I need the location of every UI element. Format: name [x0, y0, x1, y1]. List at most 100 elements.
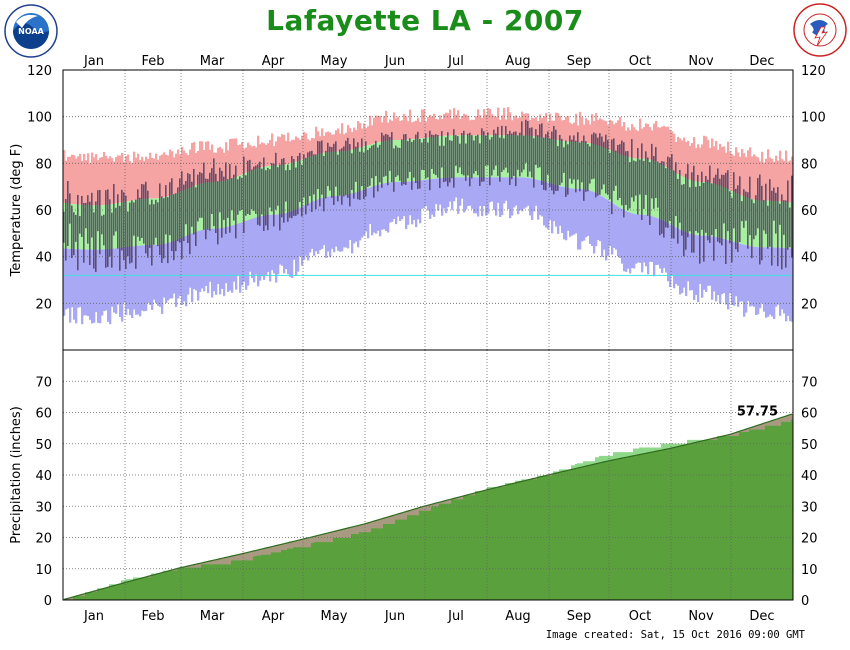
record-high-bar — [709, 148, 712, 183]
record-high-bar — [501, 115, 504, 136]
record-high-bar — [333, 134, 336, 152]
record-low-bar — [447, 177, 450, 208]
record-low-bar — [555, 185, 558, 227]
record-low-bar — [167, 242, 170, 301]
observed-temp-bar — [581, 140, 583, 183]
month-label-bottom: Jan — [83, 609, 104, 624]
record-high-bar — [679, 138, 682, 176]
observed-temp-bar — [65, 199, 67, 261]
record-high-bar — [683, 137, 686, 178]
observed-temp-bar — [139, 197, 141, 241]
observed-temp-bar — [737, 185, 739, 252]
record-high-bar — [97, 160, 100, 206]
observed-temp-bar — [197, 174, 199, 222]
record-low-bar — [659, 219, 662, 269]
record-high-bar — [305, 133, 308, 159]
observed-temp-bar — [521, 121, 523, 173]
record-low-bar — [703, 235, 706, 290]
observed-temp-bar — [465, 143, 467, 181]
observed-temp-bar — [475, 135, 477, 172]
observed-temp-bar — [461, 133, 463, 175]
record-low-bar — [777, 247, 780, 305]
observed-temp-bar — [673, 170, 675, 239]
observed-temp-bar — [755, 195, 757, 236]
observed-temp-bar — [525, 119, 527, 163]
observed-temp-bar — [67, 181, 69, 246]
record-high-bar — [195, 152, 198, 186]
observed-temp-bar — [555, 129, 557, 191]
record-low-bar — [231, 225, 234, 293]
observed-temp-bar — [571, 139, 573, 184]
observed-temp-bar — [547, 131, 549, 175]
observed-temp-bar — [625, 151, 627, 205]
record-low-bar — [217, 228, 220, 285]
record-low-bar — [565, 187, 568, 241]
observed-temp-bar — [789, 207, 791, 248]
observed-temp-bar — [387, 134, 389, 186]
precip-tick-right: 10 — [801, 563, 818, 578]
observed-temp-bar — [589, 146, 591, 184]
record-high-bar — [65, 160, 68, 204]
observed-temp-bar — [363, 152, 365, 200]
observed-temp-bar — [735, 188, 737, 250]
record-high-bar — [697, 144, 700, 182]
record-high-bar — [223, 152, 226, 181]
record-high-bar — [449, 109, 452, 136]
record-low-bar — [173, 240, 176, 294]
record-low-bar — [345, 194, 348, 248]
observed-temp-bar — [697, 174, 699, 233]
record-low-bar — [621, 209, 624, 264]
observed-temp-bar — [669, 157, 671, 221]
observed-temp-bar — [537, 135, 539, 168]
precip-tick-left: 10 — [35, 563, 52, 578]
record-low-bar — [465, 177, 468, 210]
observed-temp-bar — [657, 161, 659, 208]
record-low-bar — [419, 180, 422, 224]
record-high-bar — [469, 120, 472, 136]
observed-temp-bar — [455, 135, 457, 166]
precip-axis-label: Precipitation (inches) — [9, 406, 24, 544]
observed-temp-bar — [183, 184, 185, 242]
record-high-bar — [597, 119, 600, 146]
precip-tick-left: 0 — [44, 594, 52, 609]
record-low-bar — [435, 178, 438, 205]
record-low-bar — [79, 249, 82, 307]
record-high-bar — [405, 116, 408, 140]
record-low-bar — [613, 204, 616, 248]
observed-temp-bar — [425, 133, 427, 179]
record-low-bar — [111, 248, 114, 307]
record-low-bar — [469, 177, 472, 206]
record-low-bar — [409, 181, 412, 216]
record-low-bar — [505, 177, 508, 201]
precip-tick-right: 30 — [801, 500, 818, 515]
record-high-bar — [71, 154, 74, 204]
observed-temp-bar — [595, 133, 597, 198]
record-high-bar — [687, 140, 690, 180]
record-low-bar — [333, 196, 336, 253]
record-high-bar — [189, 149, 192, 188]
record-high-bar — [187, 155, 190, 189]
month-label-top: Feb — [141, 54, 164, 69]
record-low-bar — [735, 242, 738, 297]
record-low-bar — [675, 227, 678, 284]
observed-temp-bar — [335, 141, 337, 187]
record-high-bar — [717, 149, 720, 185]
observed-temp-bar — [163, 198, 165, 259]
record-high-bar — [579, 111, 582, 143]
observed-temp-bar — [509, 130, 511, 185]
record-high-bar — [429, 114, 432, 138]
record-high-bar — [167, 155, 170, 197]
record-low-bar — [733, 241, 736, 306]
record-high-bar — [309, 140, 312, 157]
observed-temp-bar — [69, 193, 71, 224]
precip-tick-left: 30 — [35, 500, 52, 515]
observed-temp-bar — [347, 137, 349, 198]
observed-temp-bar — [705, 175, 707, 233]
record-high-bar — [123, 161, 126, 202]
record-low-bar — [139, 245, 142, 317]
observed-temp-bar — [221, 170, 223, 238]
record-high-bar — [781, 159, 784, 202]
record-high-bar — [689, 145, 692, 180]
record-high-bar — [487, 107, 490, 136]
record-low-bar — [323, 197, 326, 246]
